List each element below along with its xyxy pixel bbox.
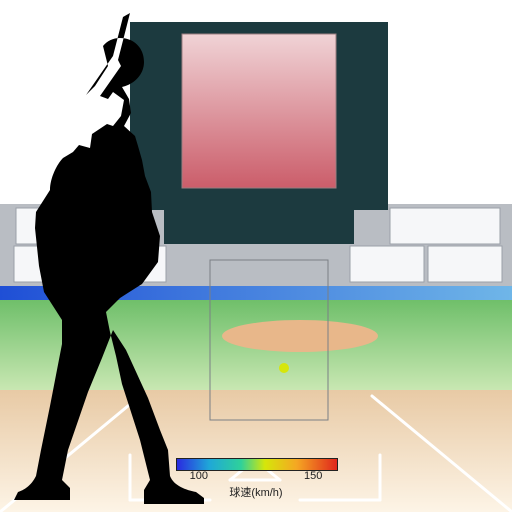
pitchers-mound [222, 320, 378, 352]
stands-panel [390, 208, 500, 244]
velocity-tick: 100 [190, 470, 208, 482]
scoreboard-screen [182, 34, 336, 188]
stands-panel [350, 246, 424, 282]
stands-panel [428, 246, 502, 282]
pitch-location-chart: 100 150 球速(km/h) [0, 0, 512, 512]
stadium-scene [0, 0, 512, 512]
velocity-tick: 150 [304, 470, 322, 482]
velocity-axis-label: 球速(km/h) [229, 484, 282, 500]
pitch-marker [279, 363, 289, 373]
scoreboard-lower [164, 210, 354, 244]
